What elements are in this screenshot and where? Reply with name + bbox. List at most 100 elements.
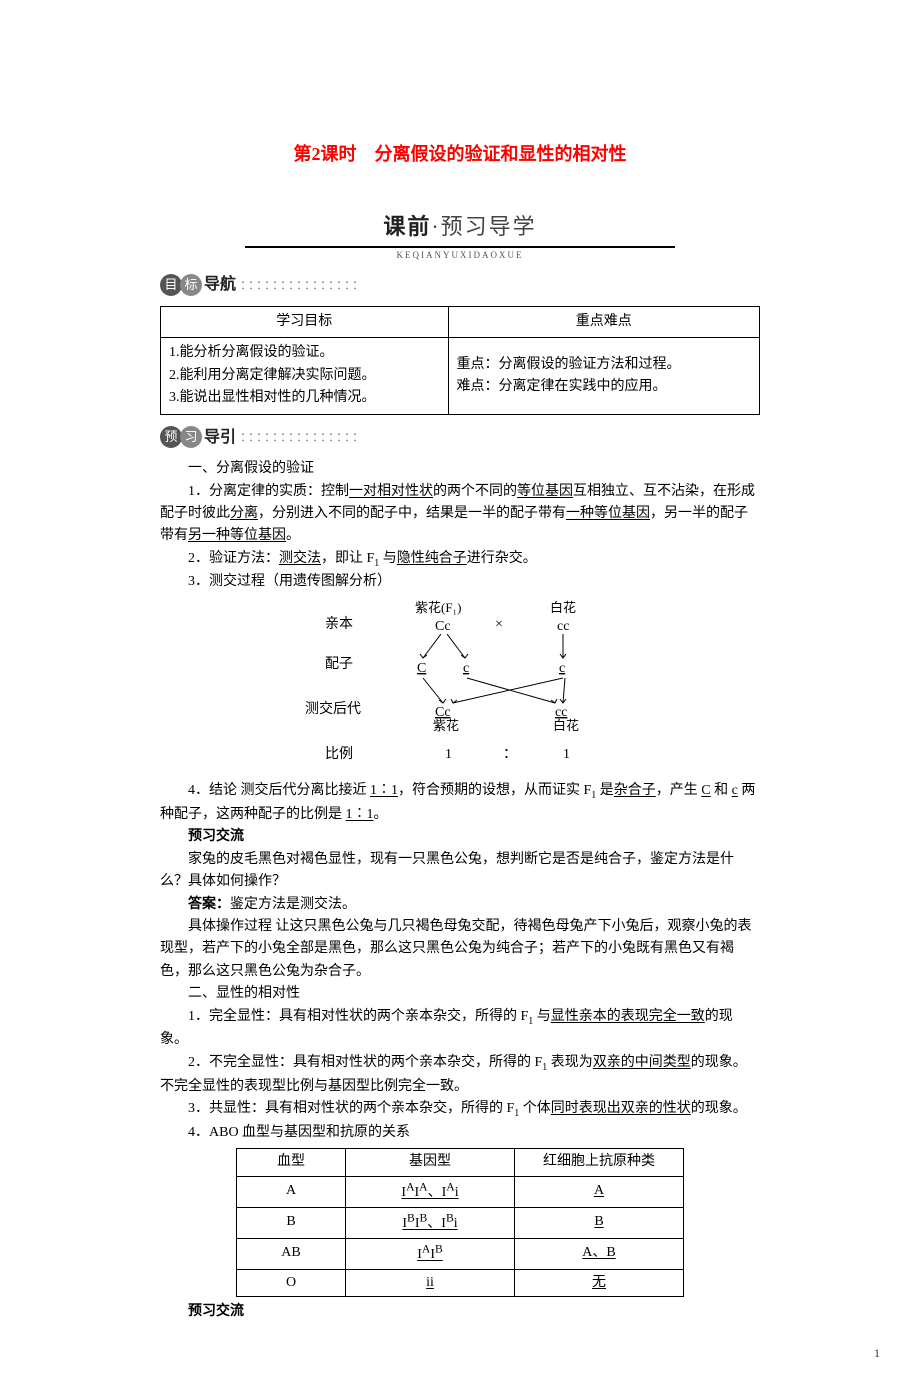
t: 的现象。: [691, 1101, 747, 1116]
bt-type: A: [237, 1176, 346, 1207]
s2-p2: 2．不完全显性：具有相对性状的两个亲本杂交，所得的 F1 表现为双亲的中间类型的…: [160, 1052, 760, 1098]
page-container: 第2课时 分离假设的验证和显性的相对性 课前·预习导学 KEQIANYUXIDA…: [0, 0, 920, 1383]
lbl-parent: 亲本: [325, 616, 353, 632]
bt-geno: IAIB: [346, 1238, 515, 1269]
t: ，符合预期的设想，从而证实 F: [398, 783, 591, 798]
cross-diagram: 亲本 配子 测交后代 比例 紫花(F₁) 白花 Cc × cc C c c: [160, 598, 760, 776]
t: 1．完全显性：具有相对性状的两个亲本杂交，所得的 F: [188, 1009, 528, 1024]
t: ，产生: [656, 783, 702, 798]
gamete-c1: c: [463, 661, 469, 676]
ex2-title: 预习交流: [160, 1301, 760, 1323]
u: 1∶1: [370, 783, 398, 798]
t: 1．分离定律的实质：控制: [188, 484, 349, 499]
t: 表现为: [547, 1055, 593, 1070]
u: 双亲的中间类型: [593, 1055, 691, 1070]
u: 分离: [230, 506, 258, 521]
ex1-ans2: 具体操作过程 让这只黑色公兔与几只褐色母兔交配，待褐色母兔产下小兔后，观察小兔的…: [160, 916, 760, 983]
bt-geno: IAIA、IAi: [346, 1176, 515, 1207]
geno-Cc: Cc: [435, 619, 451, 634]
badge-tail: 导航: [204, 272, 236, 298]
goal-th-left: 学习目标: [161, 306, 449, 337]
u: C: [701, 783, 710, 798]
u: 另一种等位基因: [188, 528, 286, 543]
s1-p3: 3．测交过程（用遗传图解分析）: [160, 571, 760, 593]
header-bold: 课前: [383, 214, 431, 239]
header-pinyin: KEQIANYUXIDAOXUE: [245, 248, 675, 262]
ratio-1b: 1: [563, 747, 570, 762]
table-row: O ii 无: [237, 1269, 684, 1296]
bt-h3: 红细胞上抗原种类: [515, 1149, 684, 1176]
bt-geno: ii: [346, 1269, 515, 1296]
u: 等位基因: [517, 484, 573, 499]
s2-p4: 4．ABO 血型与基因型和抗原的关系: [160, 1122, 760, 1144]
badge-dots-2: ：：：：：：：：：：：：：：：: [240, 428, 366, 447]
t: 的两个不同的: [433, 484, 517, 499]
gamete-c2: c: [559, 661, 565, 676]
t: ，分别进入不同的配子中，结果是一半的配子带有: [258, 506, 566, 521]
goal-th-right: 重点难点: [448, 306, 759, 337]
t: 。: [374, 807, 388, 822]
ex1-ans1: 答案：鉴定方法是测交法。: [160, 894, 760, 916]
s1-p2: 2．验证方法：测交法，即让 F1 与隐性纯合子进行杂交。: [160, 548, 760, 572]
badge-dots: ：：：：：：：：：：：：：：：: [240, 276, 366, 295]
bt-type: AB: [237, 1238, 346, 1269]
goal-td-left: 1.能分析分离假设的验证。 2.能利用分离定律解决实际问题。 3.能说出显性相对…: [161, 338, 449, 414]
u: 杂合子: [614, 783, 656, 798]
bt-h2: 基因型: [346, 1149, 515, 1176]
s1-heading: 一、分离假设的验证: [160, 458, 760, 480]
t: ，即让 F: [321, 551, 374, 566]
badge-circle-2: 标: [180, 274, 202, 296]
badge-tail-2: 导引: [204, 425, 236, 451]
table-row: A IAIA、IAi A: [237, 1176, 684, 1207]
header-light: ·预习导学: [431, 214, 536, 239]
badge-guide: 预 习 导引 ：：：：：：：：：：：：：：：: [160, 425, 760, 451]
s1-p4: 4．结论 测交后代分离比接近 1∶1，符合预期的设想，从而证实 F1 是杂合子，…: [160, 780, 760, 826]
bt-type: O: [237, 1269, 346, 1296]
lbl-purplef1: 紫花(F₁): [415, 600, 461, 615]
table-row: 血型 基因型 红细胞上抗原种类: [237, 1149, 684, 1176]
ratio-colon: ：: [503, 747, 517, 762]
off-white: 白花: [553, 718, 579, 733]
ex1-title: 预习交流: [160, 826, 760, 848]
t: 进行杂交。: [467, 551, 537, 566]
badge-circle-3: 预: [160, 426, 182, 448]
table-row: B IBIB、IBi B: [237, 1207, 684, 1238]
lbl-white: 白花: [550, 600, 576, 615]
badge-circle-4: 习: [180, 426, 202, 448]
t: 3．共显性：具有相对性状的两个亲本杂交，所得的 F: [188, 1101, 514, 1116]
ratio-1a: 1: [445, 747, 452, 762]
ex1-q: 家兔的皮毛黑色对褐色显性，现有一只黑色公兔，想判断它是否是纯合子，鉴定方法是什么…: [160, 849, 760, 894]
u: 同时表现出双亲的性状: [551, 1101, 691, 1116]
t: 是: [596, 783, 614, 798]
t: 与: [533, 1009, 551, 1024]
t: 4．结论 测交后代分离比接近: [188, 783, 370, 798]
u: 一对相对性状: [349, 484, 433, 499]
s2-p3: 3．共显性：具有相对性状的两个亲本杂交，所得的 F1 个体同时表现出双亲的性状的…: [160, 1098, 760, 1122]
u: 一种等位基因: [566, 506, 650, 521]
bt-geno: IBIB、IBi: [346, 1207, 515, 1238]
t: 。: [286, 528, 300, 543]
bt-h1: 血型: [237, 1149, 346, 1176]
badge-circle-1: 目: [160, 274, 182, 296]
bt-antigen: A: [515, 1176, 684, 1207]
t: 2．不完全显性：具有相对性状的两个亲本杂交，所得的 F: [188, 1055, 542, 1070]
lbl-ratio: 比例: [325, 746, 353, 762]
s2-heading: 二、显性的相对性: [160, 983, 760, 1005]
gamete-C: C: [417, 661, 426, 676]
t: 个体: [519, 1101, 551, 1116]
off-purple: 紫花: [433, 718, 459, 733]
t: 与: [379, 551, 397, 566]
s2-p1: 1．完全显性：具有相对性状的两个亲本杂交，所得的 F1 与显性亲本的表现完全一致…: [160, 1006, 760, 1052]
bt-antigen: 无: [515, 1269, 684, 1296]
lbl-test: 测交后代: [305, 700, 361, 717]
bt-type: B: [237, 1207, 346, 1238]
t: 2．验证方法：: [188, 551, 279, 566]
geno-cc: cc: [557, 619, 569, 634]
u: 隐性纯合子: [397, 551, 467, 566]
blood-table: 血型 基因型 红细胞上抗原种类 A IAIA、IAi A B IBIB、IBi …: [236, 1148, 684, 1297]
t: 和: [711, 783, 732, 798]
u: 测交法: [279, 551, 321, 566]
lbl-gamete: 配子: [325, 656, 353, 672]
table-row: AB IAIB A、B: [237, 1238, 684, 1269]
u: 1∶1: [346, 807, 374, 822]
